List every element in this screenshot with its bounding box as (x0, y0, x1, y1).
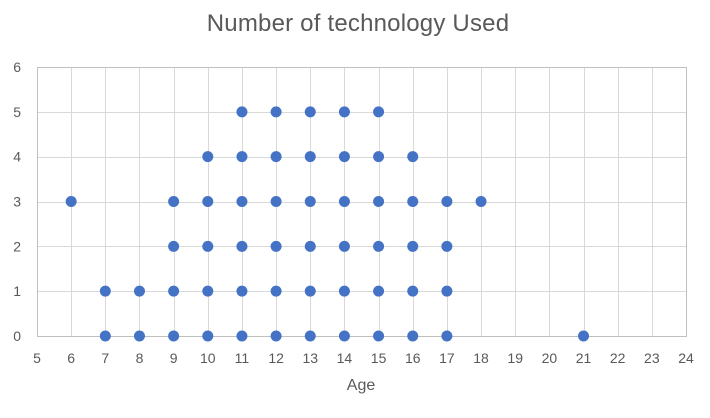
data-point (441, 285, 453, 297)
data-point (441, 240, 453, 252)
data-point (407, 151, 419, 163)
y-tick-label: 0 (13, 328, 21, 344)
data-point (338, 285, 350, 297)
data-point (202, 285, 214, 297)
chart-title: Number of technology Used (206, 10, 510, 37)
x-tick-label: 17 (439, 350, 455, 366)
x-tick-label: 11 (235, 350, 250, 366)
grid-lines (37, 67, 687, 337)
data-point (236, 285, 248, 297)
data-point (133, 330, 145, 342)
x-tick-label: 20 (542, 350, 558, 366)
data-point (441, 330, 453, 342)
y-tick-label: 3 (13, 194, 21, 210)
data-point (236, 151, 248, 163)
data-point (373, 196, 385, 207)
data-point (373, 106, 385, 118)
x-tick-label: 21 (576, 350, 592, 366)
x-tick-label: 13 (302, 350, 318, 366)
data-point (236, 196, 248, 207)
x-tick-label: 19 (507, 350, 523, 366)
x-tick-label: 8 (136, 350, 144, 366)
data-point (236, 106, 248, 118)
data-point (202, 196, 214, 207)
data-point (373, 330, 385, 342)
x-tick-label: 9 (170, 350, 178, 366)
data-point (270, 106, 282, 118)
data-point (578, 330, 590, 342)
data-point (338, 240, 350, 252)
data-point (304, 330, 316, 342)
data-point (338, 196, 350, 207)
data-point (338, 330, 350, 342)
y-tick-label: 5 (13, 104, 21, 120)
data-point (202, 240, 214, 252)
data-point (304, 240, 316, 252)
data-point (168, 285, 180, 297)
data-point (168, 330, 180, 342)
x-tick-label: 5 (33, 350, 41, 366)
x-tick-label: 24 (678, 350, 694, 366)
x-axis-title: Age (346, 377, 376, 394)
data-point (270, 240, 282, 252)
y-tick-label: 2 (13, 238, 21, 254)
x-tick-label: 16 (405, 350, 421, 366)
data-point (304, 196, 316, 207)
x-tick-label: 15 (371, 350, 387, 366)
data-point (236, 240, 248, 252)
data-point (441, 196, 453, 207)
data-point (270, 196, 282, 207)
x-tick-label: 18 (473, 350, 489, 366)
plot-border (37, 67, 687, 337)
data-point (99, 285, 111, 297)
data-point (133, 285, 145, 297)
data-point (373, 285, 385, 297)
x-tick-label: 22 (610, 350, 626, 366)
y-tick-label: 6 (13, 59, 21, 75)
data-point (475, 196, 487, 207)
data-point (65, 196, 77, 207)
data-point (304, 151, 316, 163)
data-point (407, 285, 419, 297)
data-point (338, 106, 350, 118)
data-point (304, 106, 316, 118)
data-point (270, 330, 282, 342)
x-tick-label: 14 (337, 350, 353, 366)
tick-labels: 5 6 7 8 9 10 11 12 13 14 15 16 17 18 19 20 21 22 23 2401234… (13, 59, 694, 366)
data-point (407, 240, 419, 252)
x-tick-label: 23 (644, 350, 660, 366)
data-point (202, 151, 214, 163)
x-tick-label: 12 (268, 350, 284, 366)
data-point (373, 151, 385, 163)
data-point (99, 330, 111, 342)
x-tick-label: 10 (200, 350, 216, 366)
data-point (270, 285, 282, 297)
x-tick-label: 7 (101, 350, 109, 366)
data-point (407, 196, 419, 207)
data-point (202, 330, 214, 342)
data-point (338, 151, 350, 163)
plot-area-border (37, 67, 687, 337)
data-point (304, 285, 316, 297)
data-point (236, 330, 248, 342)
data-points (65, 106, 590, 342)
data-point (270, 151, 282, 163)
x-tick-label: 6 (67, 350, 75, 366)
data-point (168, 196, 180, 207)
data-point (407, 330, 419, 342)
y-tick-label: 1 (13, 283, 21, 299)
y-tick-label: 4 (13, 149, 21, 165)
data-point (373, 240, 385, 252)
data-point (168, 240, 180, 252)
